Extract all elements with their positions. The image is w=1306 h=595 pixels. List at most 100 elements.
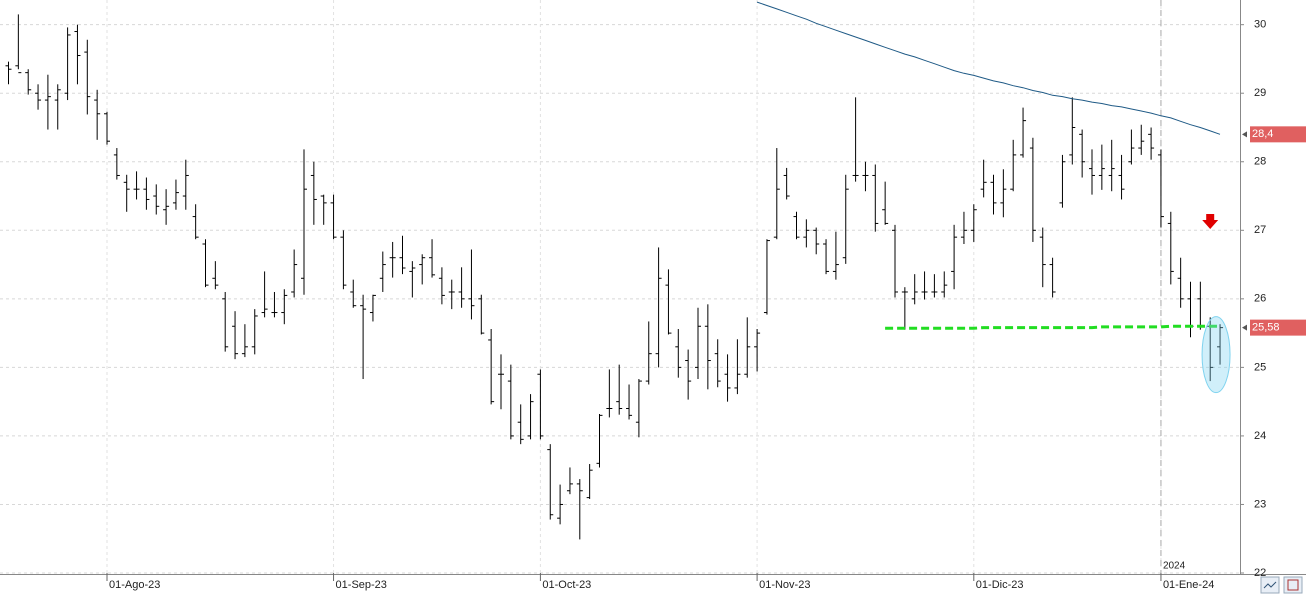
- ohlc-bar: [330, 194, 337, 240]
- x-tick-label: 01-Dic-23: [976, 579, 1024, 591]
- ohlc-bar: [399, 235, 406, 275]
- ohlc-bar: [222, 291, 229, 352]
- y-tick-label: 29: [1254, 87, 1266, 99]
- ohlc-bar: [478, 294, 485, 335]
- price-tag: [1250, 319, 1306, 336]
- x-tick-label: 01-Sep-23: [336, 579, 387, 591]
- ohlc-bar: [714, 339, 721, 388]
- ohlc-bar: [783, 167, 790, 200]
- ohlc-bar: [241, 324, 248, 358]
- ohlc-bar: [547, 444, 554, 520]
- ohlc-bar: [941, 271, 948, 298]
- ohlc-bar: [724, 354, 731, 402]
- ohlc-bar: [813, 227, 820, 255]
- ohlc-bar: [1148, 127, 1155, 160]
- zoom-icon[interactable]: [1260, 576, 1280, 594]
- ohlc-bar: [685, 349, 692, 400]
- ohlc-bar: [84, 39, 91, 115]
- price-pointer: [1242, 131, 1247, 138]
- price-tag-label: 28,4: [1252, 128, 1273, 140]
- ohlc-bar: [852, 97, 859, 182]
- ohlc-bar: [192, 204, 199, 240]
- y-tick-label: 25: [1254, 361, 1266, 373]
- ohlc-bar: [754, 328, 761, 372]
- ohlc-bar: [842, 174, 849, 264]
- ohlc-bar: [212, 261, 219, 290]
- ohlc-bar: [1010, 139, 1017, 192]
- price-tag: [1250, 126, 1306, 143]
- ohlc-bar: [675, 328, 682, 378]
- price-pointer: [1242, 324, 1247, 331]
- ohlc-bar: [803, 219, 810, 248]
- ohlc-bar: [94, 89, 101, 140]
- ohlc-bar: [1039, 227, 1046, 288]
- ohlc-bar: [182, 159, 189, 210]
- ohlc-bar: [488, 328, 495, 405]
- ohlc-bar: [892, 224, 898, 298]
- zoom-glyph: [1263, 581, 1277, 589]
- ohlc-bar: [744, 317, 751, 378]
- ohlc-bar: [44, 74, 51, 130]
- ohlc-bar: [310, 161, 317, 225]
- ohlc-bar: [419, 254, 426, 285]
- ohlc-bar: [232, 311, 239, 360]
- ohlc-bar: [527, 394, 534, 440]
- x-tick-label: 01-Ago-23: [109, 579, 160, 591]
- x-tick-label: 01-Oct-23: [542, 579, 591, 591]
- support-line: [885, 324, 1220, 330]
- ohlc-bar: [54, 84, 61, 130]
- ohlc-bar: [596, 413, 603, 468]
- ohlc-bar: [35, 84, 42, 110]
- save-glyph: [1287, 579, 1299, 591]
- ohlc-bar: [970, 204, 977, 242]
- year-label: 2024: [1163, 561, 1186, 572]
- ohlc-bar: [665, 269, 672, 335]
- ohlc-bar: [25, 69, 32, 95]
- ohlc-bar: [616, 364, 623, 415]
- ohlc-bar: [133, 171, 140, 200]
- ohlc-bar: [468, 249, 475, 320]
- ohlc-bar: [566, 467, 573, 495]
- y-tick-label: 24: [1254, 430, 1266, 442]
- ohlc-bar: [409, 261, 416, 298]
- ohlc-bar: [379, 251, 386, 292]
- ohlc-bar: [448, 279, 455, 310]
- ohlc-bar: [360, 294, 367, 380]
- ohlc-bar: [350, 279, 357, 308]
- ohlc-bar: [172, 179, 179, 210]
- ohlc-bar: [901, 287, 908, 330]
- y-tick-label: 22: [1254, 567, 1266, 579]
- ohlc-bar: [163, 189, 170, 225]
- ohlc-bar: [429, 239, 436, 278]
- ohlc-bar: [1217, 324, 1224, 365]
- ohlc-bar: [251, 309, 258, 355]
- ohlc-bar: [320, 194, 327, 225]
- ohlc-bar: [143, 177, 150, 210]
- ohlc-bar: [64, 27, 71, 101]
- ohlc-bar: [1089, 149, 1095, 195]
- ohlc-bar: [793, 211, 800, 240]
- y-tick-label: 28: [1254, 156, 1266, 168]
- ohlc-bar: [1167, 211, 1174, 285]
- ohlc-bar: [576, 479, 583, 540]
- ohlc-bar: [557, 484, 564, 525]
- ohlc-bar: [872, 164, 879, 232]
- ohlc-bar: [951, 224, 958, 290]
- grid: [0, 0, 1240, 574]
- ohlc-bar: [921, 271, 928, 300]
- ohlc-bar: [586, 464, 593, 499]
- ohlc-bar: [153, 184, 160, 215]
- ohlc-bar: [1177, 257, 1184, 308]
- moving-average: [756, 1, 1221, 135]
- ohlc-bar: [1069, 97, 1076, 165]
- ohlc-bar: [1138, 124, 1145, 155]
- y-tick-label: 26: [1254, 293, 1266, 305]
- x-tick-label: 01-Ene-24: [1163, 579, 1214, 591]
- save-icon[interactable]: [1283, 576, 1303, 594]
- ohlc-bar: [695, 307, 701, 380]
- ohlc-bar: [104, 111, 110, 145]
- y-tick-label: 30: [1254, 19, 1266, 31]
- ohlc-bar: [458, 267, 465, 308]
